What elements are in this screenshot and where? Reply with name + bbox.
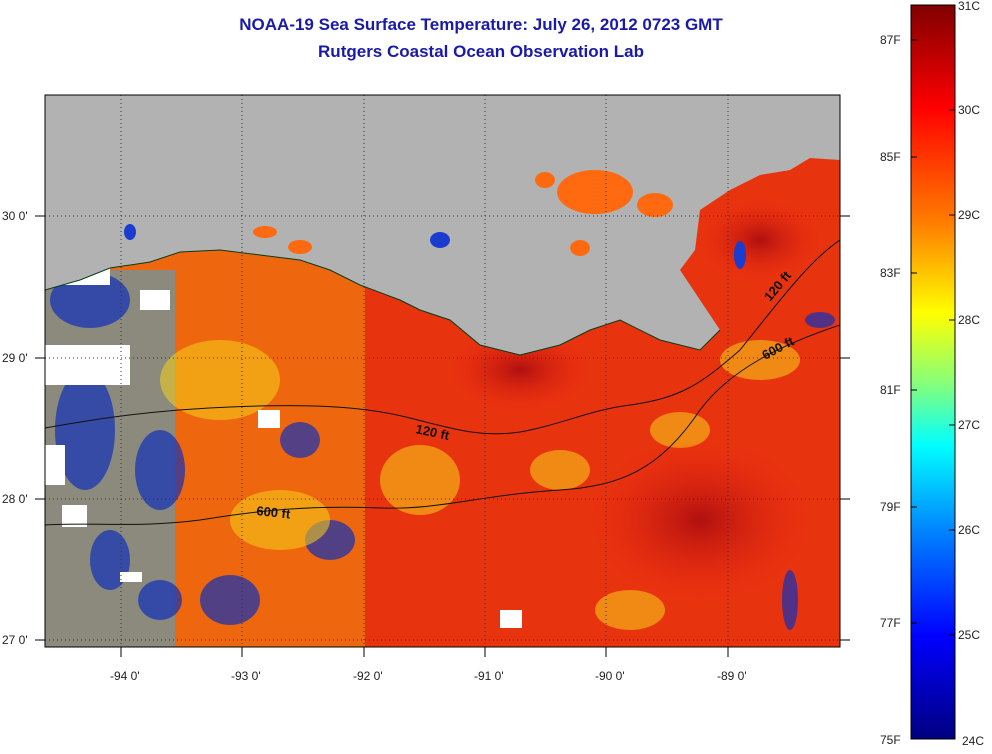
colorbar-label-c: 29C [958,208,980,222]
coastline [45,249,721,356]
inland-water-features [253,170,673,256]
colorbar-label-f: 75F [880,733,901,747]
colorbar-label-c: 27C [958,418,980,432]
map-title: NOAA-19 Sea Surface Temperature: July 26… [239,15,723,34]
colorbar-label-c: 30C [958,103,980,117]
colorbar-label-f: 83F [880,266,901,280]
colorbar-label-f: 79F [880,500,901,514]
colorbar-label-c: 25C [958,628,980,642]
colorbar-label-f: 81F [880,383,901,397]
contour-label-600ft: 600 ft [256,503,292,522]
lat-label: 27 0' [2,633,28,647]
colorbar-label-f: 77F [880,616,901,630]
contour-label-120ft: 120 ft [414,421,451,443]
lon-label: -92 0' [353,669,383,683]
plot-frame [44,94,841,648]
lat-label: 30 0' [2,209,28,223]
lon-label: -94 0' [110,669,140,683]
map-subtitle: Rutgers Coastal Ocean Observation Lab [318,42,644,61]
colorbar-ticks [911,39,955,636]
colorbar-label-f: 87F [880,33,901,47]
lat-label: 28 0' [2,492,28,506]
axis-ticks [35,215,850,657]
colorbar [910,4,956,740]
colorbar-label-c: 28C [958,313,980,327]
colorbar-label-f: 85F [880,150,901,164]
lat-label: 29 0' [2,351,28,365]
lon-label: -91 0' [474,669,504,683]
sst-raster [45,95,840,647]
land-mass [45,95,840,355]
hot-patches [450,200,820,600]
contour-120ft [45,239,840,435]
inland-cool-features [124,224,746,269]
graticule [45,95,840,647]
lon-label: -89 0' [717,669,747,683]
lon-label: -90 0' [595,669,625,683]
lon-label: -93 0' [231,669,261,683]
colorbar-label-c: 26C [958,523,980,537]
colorbar-label-c: 24C [962,734,984,748]
contour-600ft [45,324,840,526]
colorbar-label-c: 31C [958,0,980,13]
